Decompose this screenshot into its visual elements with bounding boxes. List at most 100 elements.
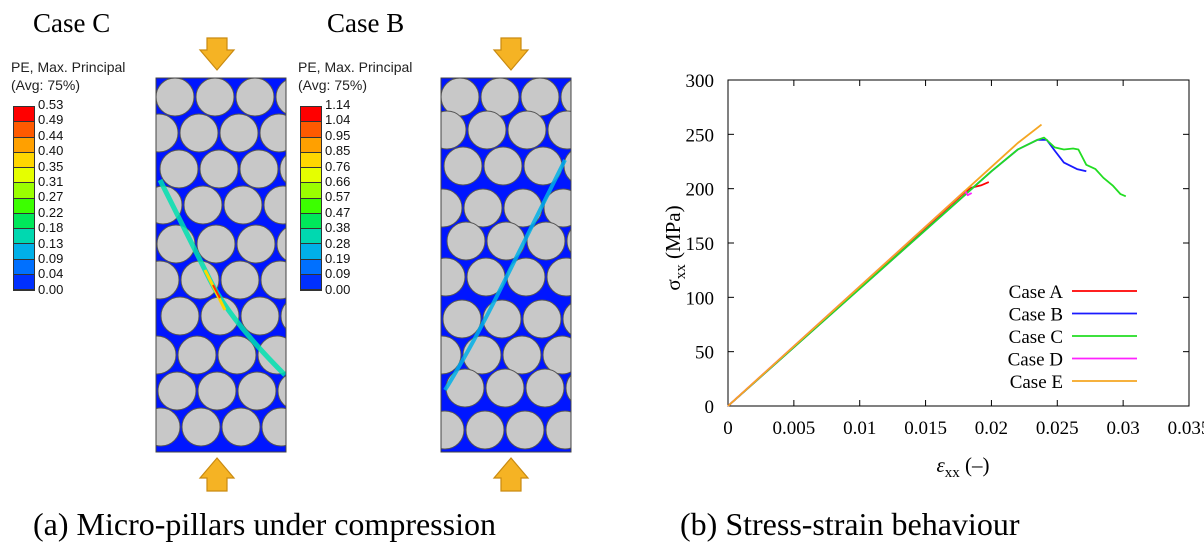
fiber-cross-section (223, 185, 263, 225)
fiber-cross-section (543, 188, 571, 228)
fiber-cross-section (240, 296, 280, 336)
panel-a-caption: (a) Micro-pillars under compression (33, 506, 496, 542)
y-tick-label: 100 (686, 288, 715, 309)
chart-axes (727, 79, 1190, 407)
fiber-cross-section (181, 407, 221, 447)
panel-b-caption: (b) Stress-strain behaviour (680, 506, 1020, 542)
colorbar-label: 0.49 (38, 112, 64, 128)
case-c-title: Case C (33, 8, 111, 38)
x-axis-label-unit: (–) (960, 453, 990, 477)
case-b-legend-heading: PE, Max. Principal (298, 59, 413, 75)
colorbar-swatch (14, 152, 34, 168)
fiber-cross-section (441, 188, 463, 228)
fiber-cross-section (562, 302, 571, 336)
colorbar-label: 0.04 (38, 266, 64, 282)
fiber-cross-section (280, 302, 286, 330)
fiber-cross-section (156, 185, 183, 225)
colorbar-swatch (14, 168, 34, 184)
chart-series (727, 123, 1127, 407)
colorbar-label: 0.40 (38, 143, 64, 159)
fiber-cross-section (445, 368, 485, 408)
colorbar-swatches (13, 106, 35, 291)
fiber-cross-section (217, 335, 257, 375)
compression-arrow-top-b (492, 37, 530, 71)
colorbar-swatch (301, 107, 321, 123)
colorbar-label: 0.76 (325, 158, 351, 174)
legend-label: Case B (1009, 305, 1063, 326)
chart-ticks: 0 0.005 0.01 0.015 0.02 0.025 0.03 0.035 0 50 100 1… (686, 71, 1204, 439)
fiber-cross-section (545, 410, 571, 450)
case-c-legend-avg: (Avg: 75%) (11, 77, 80, 93)
colorbar-label: 0.38 (325, 220, 351, 236)
fiber-cross-section (462, 335, 502, 375)
fiber-cross-section (156, 113, 179, 153)
series-line-case-a (727, 181, 990, 407)
colorbar-swatch (301, 259, 321, 275)
colorbar-label: 0.28 (325, 235, 351, 251)
colorbar-label: 0.09 (325, 266, 351, 282)
fiber-cross-section (179, 113, 219, 153)
colorbar-label: 0.66 (325, 174, 351, 189)
legend-label: Case E (1010, 372, 1063, 393)
fiber-cross-section (260, 260, 286, 300)
micro-pillars-figure (155, 37, 572, 492)
colorbar-swatch (301, 122, 321, 138)
y-tick-label: 0 (705, 397, 715, 418)
fiber-cross-section (441, 257, 466, 297)
fiber-cross-section (237, 371, 277, 411)
fiber-cross-section (525, 368, 565, 408)
fiber-cross-section (259, 113, 286, 153)
fiber-cross-section (526, 221, 566, 261)
fiber-cross-section (220, 260, 260, 300)
y-axis-label-symbol: σ (661, 279, 685, 290)
colorbar-label: 0.19 (325, 251, 351, 266)
fiber-cross-section (542, 335, 571, 375)
fiber-cross-section (199, 149, 239, 189)
fiber-cross-section (156, 260, 180, 300)
panel-b: 0 0.005 0.01 0.015 0.02 0.025 0.03 0.035 0 50 100 1… (600, 0, 1204, 555)
colorbar-swatch (14, 274, 34, 290)
series-line-case-c (727, 136, 1127, 407)
fiber-cross-section (157, 371, 197, 411)
fiber-cross-section (441, 78, 480, 117)
colorbar-swatches (300, 106, 322, 291)
fiber-cross-section (443, 146, 483, 186)
x-tick-label: 0.025 (1036, 418, 1079, 439)
pillar-case-c (156, 78, 286, 452)
fiber-cross-section (263, 185, 286, 225)
colorbar-label: 0.13 (38, 235, 64, 251)
colorbar-label: 0.22 (38, 204, 64, 220)
fiber-cross-section (446, 221, 486, 261)
colorbar-swatch (301, 274, 321, 290)
colorbar-label: 0.00 (325, 281, 351, 297)
fiber-cross-section (442, 299, 482, 339)
colorbar-swatch (14, 137, 34, 153)
fiber-cross-section (219, 113, 259, 153)
fiber-cross-section (180, 260, 220, 300)
colorbar-label: 0.00 (38, 281, 64, 297)
fiber-cross-section (257, 335, 286, 375)
colorbar-swatch (301, 229, 321, 245)
colorbar-swatch (301, 168, 321, 184)
colorbar-label: 0.09 (38, 251, 64, 266)
fiber-cross-section (236, 224, 276, 264)
fiber-cross-section (177, 335, 217, 375)
pillar-case-b (441, 78, 571, 452)
x-tick-label: 0.035 (1168, 418, 1204, 439)
colorbar-label: 0.44 (38, 127, 64, 143)
fiber-cross-section (465, 410, 505, 450)
colorbar-swatch (14, 259, 34, 275)
fiber-cross-section (463, 188, 503, 228)
case-b-legend-avg: (Avg: 75%) (298, 77, 367, 93)
compression-arrow-top-c (198, 37, 236, 71)
plot-frame (727, 79, 1190, 407)
colorbar-label: 0.47 (325, 204, 351, 220)
colorbar-swatch (14, 213, 34, 229)
fiber-cross-section (235, 78, 275, 117)
colorbar-label: 0.35 (38, 158, 64, 174)
fiber-cross-section (507, 110, 547, 150)
x-tick-label: 0.015 (904, 418, 947, 439)
x-tick-label: 0.03 (1107, 418, 1140, 439)
shear-band-b (443, 159, 567, 392)
legend-label: Case C (1009, 327, 1063, 348)
